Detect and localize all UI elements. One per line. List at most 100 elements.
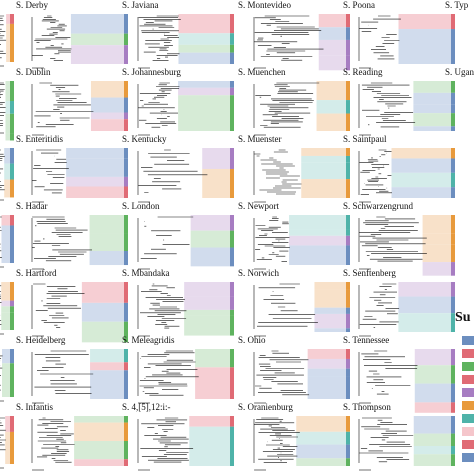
panel-label: S. Tennessee [343, 335, 389, 345]
clade-stripe [10, 215, 14, 226]
panel-label: S. Senftenberg [343, 268, 396, 278]
tree-panel [253, 81, 350, 136]
clade-stripe [124, 158, 128, 177]
panel-label: S. Muenchen [238, 67, 286, 77]
clade-stripe [451, 29, 455, 64]
clade-band [398, 296, 451, 314]
clade-stripe [230, 148, 234, 169]
panel-label: S. Saintpaul [343, 134, 387, 144]
legend-swatch [462, 440, 474, 449]
clade-stripe [451, 187, 455, 198]
clade-band [5, 81, 10, 101]
tree-panel [31, 81, 128, 136]
panel-label: S. Typ [445, 0, 469, 10]
tree-panel [253, 14, 350, 71]
clade-band [413, 454, 451, 466]
clade-band [4, 179, 10, 198]
tree-branches [253, 216, 290, 262]
clade-band [184, 315, 230, 336]
clade-band [189, 426, 230, 466]
clade-stripe [346, 81, 350, 101]
panel-label: S. Reading [343, 67, 383, 77]
clade-band [307, 376, 346, 399]
panel-label: S. Poona [343, 0, 375, 10]
panel-label: S. Heidelberg [16, 335, 66, 345]
clade-band [289, 245, 346, 265]
clade-band [4, 163, 10, 180]
clade-stripe [124, 233, 128, 251]
tree-branches [0, 82, 6, 126]
clade-band [74, 416, 124, 423]
tree-panel [31, 215, 128, 270]
legend-swatch [462, 336, 474, 345]
clade-band [178, 87, 230, 96]
panel-label: S. Javiana [122, 0, 159, 10]
clade-stripe [451, 296, 455, 314]
clade-band [5, 431, 10, 464]
tree-branches [31, 216, 92, 262]
panel-label: S. London [122, 201, 160, 211]
panel-label: S. Ugan [445, 67, 474, 77]
panel-label: S. Infantis [16, 402, 53, 412]
clade-band [70, 14, 124, 34]
tree-panel [358, 282, 455, 337]
tree-branches [253, 350, 310, 396]
tree-panel [253, 349, 350, 404]
clade-stripe [230, 14, 234, 34]
tree-panel [31, 148, 128, 203]
clade-band [178, 95, 230, 131]
clade-stripe [230, 367, 234, 399]
clade-band [90, 81, 124, 98]
clade-band [301, 162, 346, 180]
clade-stripe [230, 52, 234, 64]
tree-branches [137, 149, 208, 195]
clade-band [195, 367, 230, 399]
clade-band [89, 233, 124, 251]
clade-band [5, 113, 10, 134]
clade-band [5, 416, 10, 432]
clade-band [195, 349, 230, 368]
clade-band [413, 81, 451, 93]
clade-stripe [230, 33, 234, 45]
tree-branches [253, 15, 324, 61]
clade-band [398, 313, 451, 332]
clade-stripe [10, 133, 14, 141]
clade-stripe [124, 362, 128, 371]
clade-band [202, 168, 230, 198]
tree-panel [253, 215, 350, 270]
clade-stripe [451, 148, 455, 159]
tree-panel [31, 14, 128, 69]
clade-band [314, 313, 346, 329]
tree-branches [358, 350, 418, 396]
clade-stripe [451, 233, 455, 245]
tree-panel [137, 416, 234, 471]
clade-band [1, 300, 10, 307]
tree-panel [137, 14, 234, 69]
clade-stripe [346, 179, 350, 198]
clade-stripe [451, 244, 455, 263]
panel-label: S. Montevideo [238, 0, 291, 10]
clade-stripe [451, 383, 455, 403]
clade-stripe [451, 104, 455, 114]
clade-band [184, 309, 230, 316]
clade-stripe [124, 14, 128, 34]
clade-stripe [124, 422, 128, 441]
clade-band [90, 112, 124, 120]
clade-band [422, 215, 451, 234]
clade-stripe [230, 44, 234, 53]
clade-stripe [124, 33, 128, 46]
clade-band [5, 133, 10, 141]
clade-band [301, 179, 346, 198]
clade-stripe [451, 158, 455, 173]
clade-band [414, 402, 451, 413]
clade-stripe [124, 81, 128, 98]
clade-band [413, 416, 451, 434]
clade-band [296, 416, 346, 432]
clade-band [74, 459, 124, 466]
clade-band [296, 444, 346, 459]
clade-stripe [10, 225, 14, 263]
clade-band [422, 244, 451, 263]
clade-band [414, 383, 451, 403]
clade-band [189, 416, 230, 427]
